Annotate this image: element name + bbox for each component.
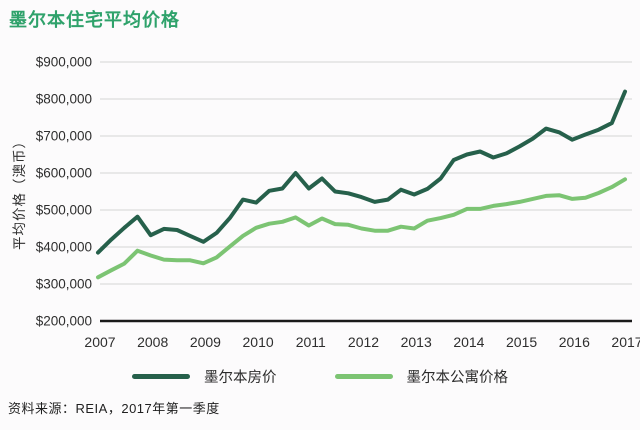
- y-tick-label: $800,000: [36, 92, 92, 107]
- house-line-swatch: [132, 374, 190, 379]
- legend-label-house: 墨尔本房价: [204, 370, 277, 386]
- y-tick-label: $900,000: [36, 55, 92, 70]
- x-tick-label: 2010: [243, 334, 274, 350]
- y-tick-labels: $900,000 $800,000 $700,000 $600,000 $500,000…: [36, 55, 92, 329]
- x-tick-label: 2011: [296, 334, 326, 350]
- legend-item-apartment: 墨尔本公寓价格: [334, 366, 509, 387]
- apartment-line-swatch: [334, 374, 393, 379]
- x-tick-label: 2017: [611, 334, 640, 350]
- y-tick-label: $500,000: [36, 203, 92, 218]
- y-tick-label: $600,000: [36, 166, 92, 181]
- x-tick-label: 2014: [453, 334, 484, 350]
- y-tick-label: $700,000: [36, 129, 92, 144]
- legend: 墨尔本房价 墨尔本公寓价格: [0, 366, 640, 387]
- y-tick-label: $200,000: [36, 314, 92, 329]
- x-tick-label: 2007: [84, 334, 115, 350]
- house-price-line: [96, 89, 627, 255]
- y-tick-label: $400,000: [36, 240, 92, 255]
- x-tick-labels: 2007 2008 2009 2010 2011 2012 2013 2014 2015 2016…: [84, 334, 640, 350]
- x-tick-label: 2015: [506, 334, 537, 350]
- x-tick-label: 2016: [559, 334, 590, 350]
- source-note: 资料来源：REIA，2017年第一季度: [8, 401, 220, 416]
- legend-label-apartment: 墨尔本公寓价格: [406, 370, 509, 386]
- x-tick-label: 2009: [190, 334, 221, 350]
- y-gridlines: [100, 61, 632, 323]
- y-tick-label: $300,000: [36, 277, 92, 292]
- legend-item-house: 墨尔本房价: [132, 366, 277, 387]
- x-tick-label: 2008: [137, 334, 168, 350]
- apartment-price-line: [96, 177, 627, 280]
- x-tick-label: 2013: [401, 334, 432, 350]
- line-chart-canvas: $900,000 $800,000 $700,000 $600,000 $500,000…: [36, 55, 640, 351]
- chart-title: 墨尔本住宅平均价格: [9, 10, 180, 30]
- x-tick-label: 2012: [348, 334, 379, 350]
